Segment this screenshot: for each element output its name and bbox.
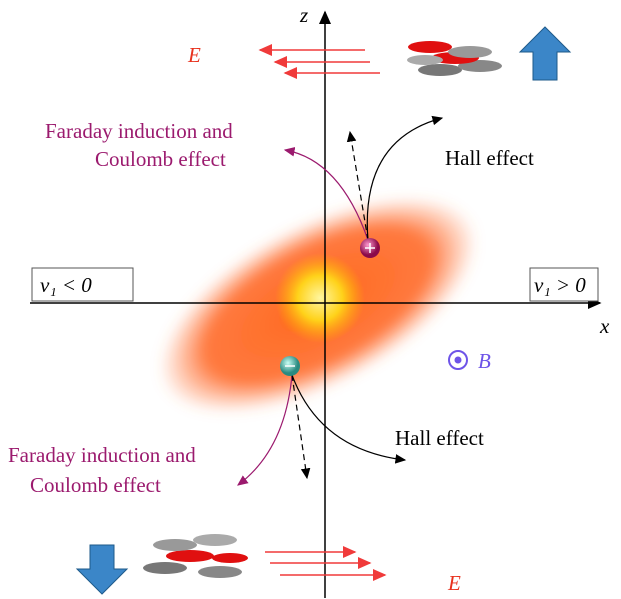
proton — [360, 238, 380, 258]
bottom-field-arrows — [265, 546, 387, 581]
bottom-faraday-2: Coulomb effect — [30, 473, 161, 497]
top-hall: Hall effect — [445, 146, 534, 170]
velocity-right: v₁ > 0 — [534, 273, 586, 297]
top-disks — [407, 41, 502, 76]
up-arrow — [518, 26, 572, 81]
axes — [30, 10, 602, 598]
top-faraday-1: Faraday induction and — [45, 119, 233, 143]
velocity-box-left — [31, 267, 134, 302]
axis-label-z: z — [299, 3, 308, 27]
bottom-hall: Hall effect — [395, 426, 484, 450]
b-field-symbol — [448, 350, 468, 370]
bottom-arrows — [237, 374, 407, 486]
velocity-box-right — [529, 267, 599, 302]
electron — [280, 356, 300, 376]
b-field-label: B — [478, 349, 491, 373]
top-field-label: E — [187, 43, 201, 67]
top-faraday-2: Coulomb effect — [95, 147, 226, 171]
axis-label-x: x — [599, 314, 610, 338]
velocity-left: v₁ < 0 — [40, 273, 92, 297]
fireball — [158, 196, 478, 414]
down-arrow — [75, 544, 129, 595]
bottom-field-label: E — [447, 571, 461, 595]
bottom-disks — [143, 534, 248, 578]
bottom-faraday-1: Faraday induction and — [8, 443, 196, 467]
top-arrows — [283, 115, 444, 241]
top-field-arrows — [258, 44, 380, 79]
